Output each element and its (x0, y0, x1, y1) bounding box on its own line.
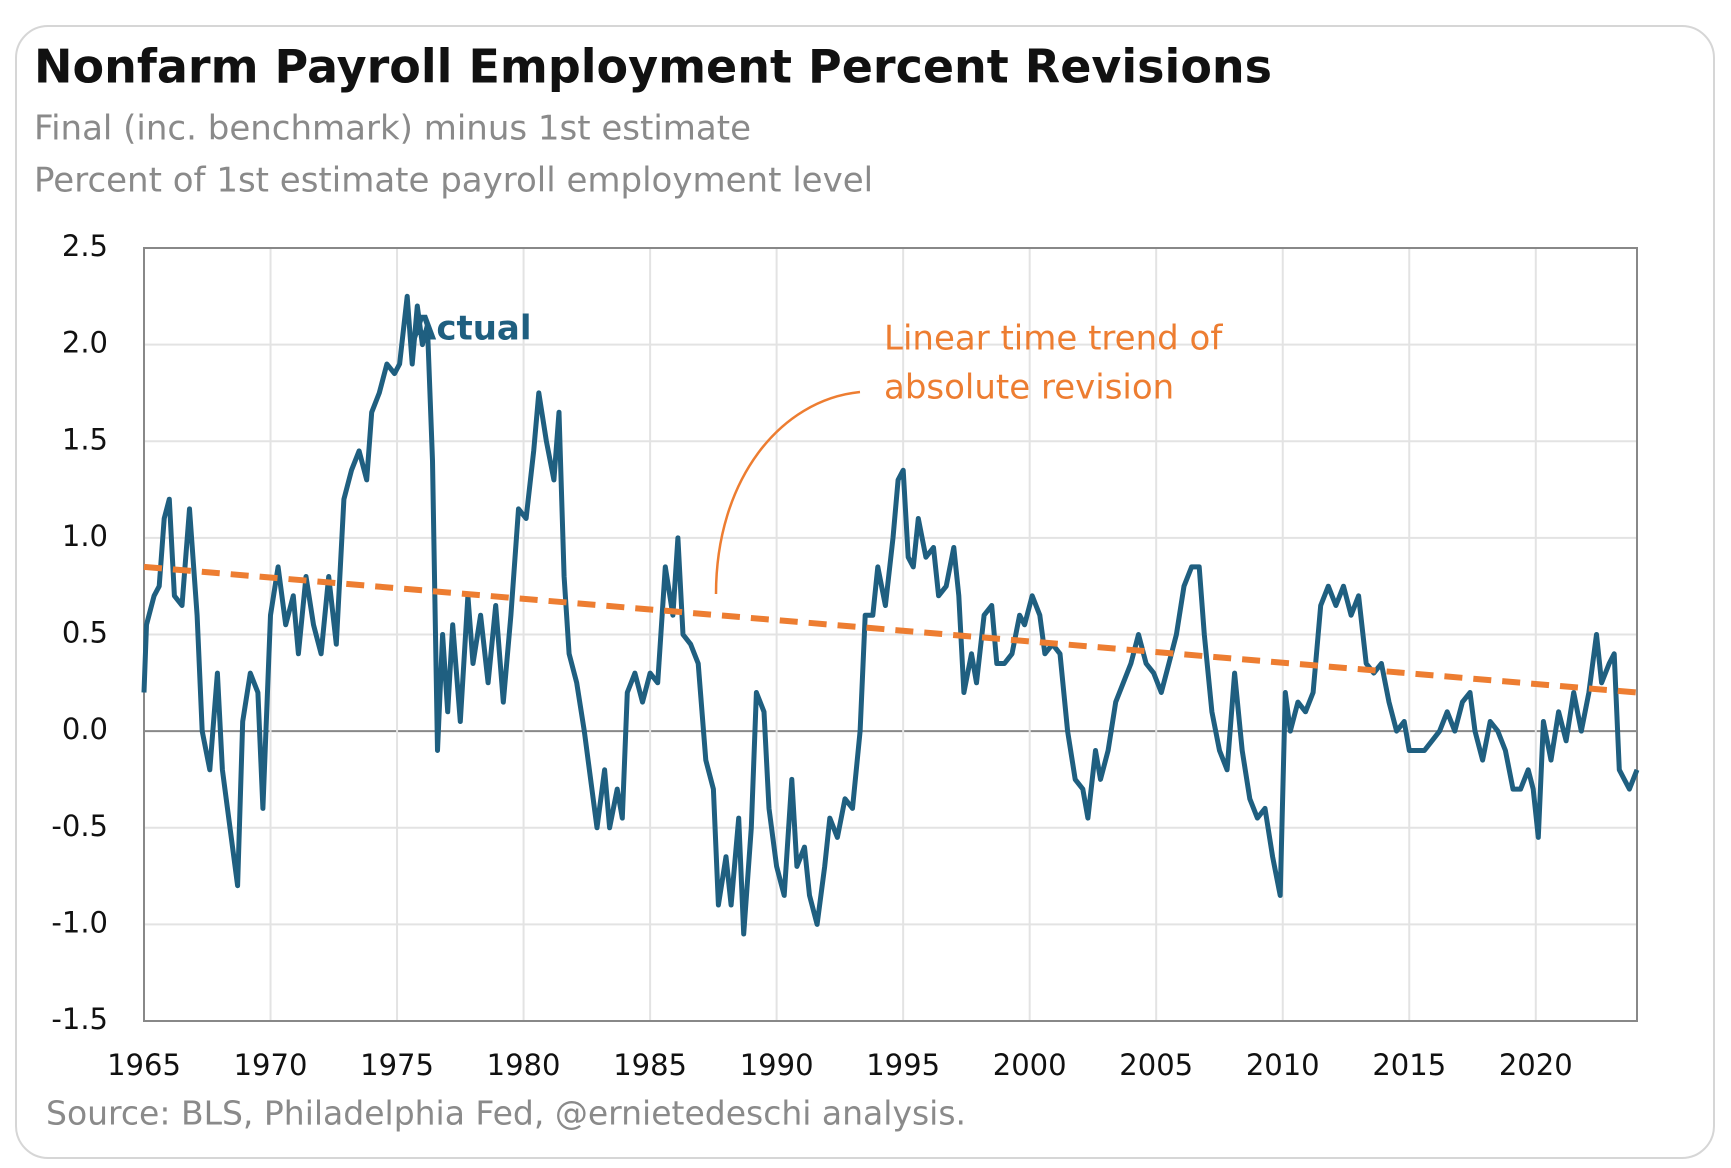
x-tick-label: 2020 (1499, 1048, 1573, 1082)
x-tick-label: 2005 (1119, 1048, 1193, 1082)
trend-label: Linear time trend of (884, 319, 1223, 359)
trend-label: absolute revision (884, 368, 1174, 408)
y-tick-label: 2.5 (62, 229, 108, 263)
x-tick-label: 1995 (866, 1048, 940, 1082)
y-tick-label: 2.0 (62, 326, 108, 360)
x-tick-label: 2000 (993, 1048, 1067, 1082)
annotation-arrow (714, 390, 861, 595)
y-tick-label: -0.5 (51, 809, 108, 843)
series-line (141, 293, 1640, 937)
chart-title: Nonfarm Payroll Employment Percent Revis… (34, 40, 1272, 94)
subtitle: Final (inc. benchmark) minus 1st estimat… (34, 109, 751, 149)
y-tick-label: 0.0 (62, 712, 108, 746)
x-tick-label: 1970 (234, 1048, 308, 1082)
y-tick-label: 1.0 (62, 519, 108, 553)
trend-line (143, 563, 1638, 696)
card (15, 25, 1715, 1159)
x-tick-label: 1965 (107, 1048, 181, 1082)
x-tick-label: 1990 (740, 1048, 814, 1082)
x-tick-label: 1980 (487, 1048, 561, 1082)
actual-label: Actual (410, 309, 532, 349)
y-tick-label: 0.5 (62, 616, 108, 650)
y-tick-label: -1.0 (51, 905, 108, 939)
x-tick-label: 1985 (613, 1048, 687, 1082)
y-tick-label: 1.5 (62, 422, 108, 456)
x-tick-label: 2010 (1246, 1048, 1320, 1082)
y-tick-label: -1.5 (51, 1002, 108, 1036)
x-tick-label: 1975 (360, 1048, 434, 1082)
source: Source: BLS, Philadelphia Fed, @ernieted… (46, 1094, 966, 1133)
x-tick-label: 2015 (1372, 1048, 1446, 1082)
subtitle: Percent of 1st estimate payroll employme… (34, 161, 873, 201)
plot: -1.5 -1.0 -0.5 0.0 0.5 1.0 1.5 2.0 2.5 1965 1970 19… (51, 229, 1640, 1082)
